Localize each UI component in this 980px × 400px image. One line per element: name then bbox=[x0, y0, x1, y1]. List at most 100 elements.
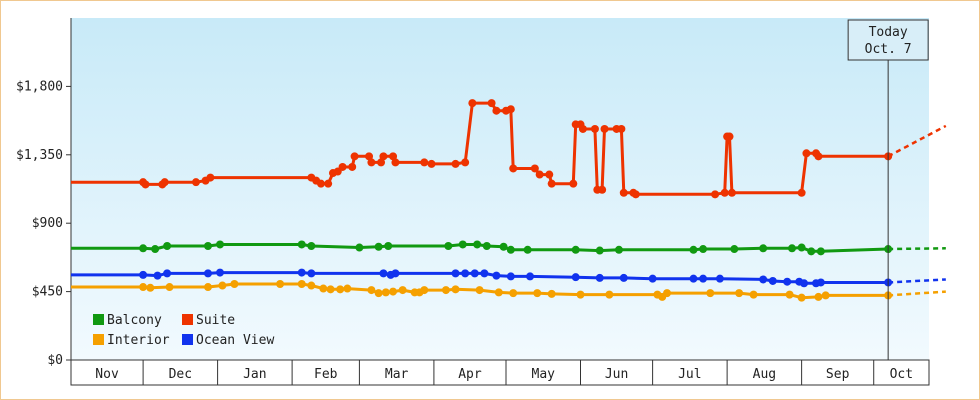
x-axis-band bbox=[70, 359, 930, 386]
data-point bbox=[348, 162, 357, 171]
data-point bbox=[648, 274, 657, 283]
x-tick-label: Aug bbox=[753, 367, 776, 382]
data-point bbox=[458, 240, 467, 249]
data-point bbox=[816, 247, 825, 256]
data-point bbox=[800, 279, 809, 288]
data-point bbox=[509, 289, 518, 298]
data-point bbox=[749, 290, 758, 299]
data-point bbox=[506, 245, 515, 254]
data-point bbox=[381, 288, 390, 297]
data-point bbox=[706, 289, 715, 298]
data-point bbox=[297, 240, 306, 249]
data-point bbox=[487, 99, 496, 108]
data-point bbox=[389, 152, 398, 161]
data-point bbox=[216, 240, 225, 249]
data-point bbox=[788, 244, 797, 253]
data-point bbox=[163, 269, 172, 278]
data-point bbox=[163, 242, 172, 250]
legend-swatch bbox=[93, 334, 104, 345]
x-tick-label: Feb bbox=[314, 367, 338, 382]
data-point bbox=[595, 246, 604, 255]
data-point bbox=[720, 188, 729, 197]
data-point bbox=[230, 280, 239, 288]
legend-label: Balcony bbox=[107, 313, 162, 328]
data-point bbox=[509, 164, 518, 173]
data-point bbox=[730, 245, 739, 254]
data-point bbox=[365, 152, 374, 161]
data-point bbox=[727, 188, 736, 197]
data-point bbox=[631, 190, 640, 199]
data-point bbox=[802, 149, 811, 158]
projection-line bbox=[888, 290, 946, 297]
data-point bbox=[605, 290, 614, 299]
legend-label: Interior bbox=[107, 333, 170, 348]
x-tick-label: Dec bbox=[169, 367, 192, 382]
data-point bbox=[338, 162, 347, 171]
data-point bbox=[160, 178, 169, 187]
data-point bbox=[492, 271, 501, 280]
data-point bbox=[470, 269, 479, 278]
series-balcony bbox=[71, 240, 946, 256]
data-point bbox=[379, 152, 388, 161]
data-point bbox=[355, 243, 364, 252]
x-tick-label: Sep bbox=[826, 367, 850, 382]
x-tick-label: Jan bbox=[243, 367, 266, 382]
data-point bbox=[547, 179, 556, 188]
y-tick-label: $1,350 bbox=[16, 148, 63, 163]
data-point bbox=[324, 179, 333, 188]
data-point bbox=[316, 179, 325, 188]
legend-swatch bbox=[182, 314, 193, 325]
x-tick-label: Jun bbox=[605, 367, 628, 382]
data-point bbox=[494, 288, 503, 297]
data-point bbox=[297, 280, 306, 288]
data-point bbox=[468, 99, 477, 108]
data-point bbox=[398, 286, 407, 295]
data-point bbox=[689, 274, 698, 283]
data-point bbox=[617, 124, 626, 133]
data-point bbox=[759, 244, 768, 253]
data-point bbox=[216, 268, 225, 277]
data-point bbox=[141, 180, 150, 189]
data-point bbox=[475, 286, 484, 295]
data-point bbox=[797, 188, 806, 197]
data-point bbox=[367, 286, 376, 295]
series-interior bbox=[71, 280, 946, 302]
projection-line bbox=[887, 124, 947, 158]
data-point bbox=[153, 271, 162, 280]
data-point bbox=[533, 289, 542, 298]
data-point bbox=[571, 273, 580, 282]
data-point bbox=[814, 292, 823, 301]
today-label: Today bbox=[869, 25, 908, 40]
legend-label: Ocean View bbox=[196, 333, 274, 348]
data-point bbox=[451, 285, 460, 294]
data-point bbox=[379, 269, 388, 278]
data-point bbox=[506, 105, 515, 114]
plot-area bbox=[71, 18, 929, 360]
data-point bbox=[391, 269, 400, 278]
data-point bbox=[276, 280, 285, 288]
data-point bbox=[203, 269, 212, 278]
data-point bbox=[735, 289, 744, 298]
data-point bbox=[569, 179, 578, 188]
data-point bbox=[297, 268, 306, 277]
data-point bbox=[526, 272, 535, 281]
data-point bbox=[336, 285, 345, 294]
x-tick-label: Apr bbox=[458, 367, 482, 382]
data-point bbox=[530, 164, 539, 173]
data-point bbox=[663, 289, 672, 298]
data-point bbox=[711, 190, 720, 199]
y-tick-label: $450 bbox=[32, 285, 63, 300]
data-point bbox=[480, 269, 489, 278]
data-point bbox=[619, 273, 628, 282]
data-point bbox=[420, 286, 429, 295]
data-point bbox=[499, 242, 508, 251]
data-point bbox=[391, 158, 400, 167]
data-point bbox=[420, 158, 429, 167]
projection-line bbox=[888, 247, 946, 251]
data-point bbox=[461, 158, 470, 167]
data-point bbox=[307, 242, 316, 250]
data-point bbox=[785, 290, 794, 299]
data-point bbox=[807, 247, 816, 256]
data-point bbox=[816, 278, 825, 287]
